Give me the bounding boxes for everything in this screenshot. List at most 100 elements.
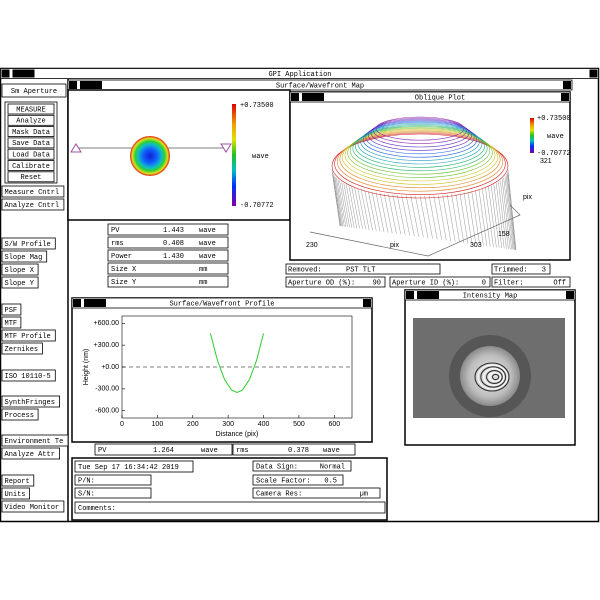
stat-label: rms (236, 447, 249, 455)
wall-line (467, 191, 477, 245)
sidebar-button[interactable] (1, 342, 43, 355)
sidebar-button[interactable] (1, 395, 60, 408)
wall-line (503, 178, 512, 250)
wall-line (438, 195, 447, 241)
fringe (474, 362, 510, 392)
info-field (74, 487, 152, 499)
resize-box[interactable] (589, 69, 598, 78)
wall-line (442, 195, 452, 242)
y-tick-label: -300.00 (95, 386, 119, 393)
resize-box[interactable] (363, 299, 371, 307)
result-unit: mm (199, 266, 207, 274)
info-label: Comments: (78, 505, 116, 513)
action-button[interactable] (7, 137, 55, 149)
sidebar-button[interactable] (1, 500, 65, 513)
resize-box[interactable] (566, 291, 574, 299)
sidebar-label: SynthFringes (5, 399, 55, 407)
sidebar-button[interactable] (1, 369, 56, 382)
base-outline (309, 204, 521, 257)
close-box[interactable] (1, 69, 10, 78)
close-box[interactable] (291, 93, 299, 101)
sidebar-button[interactable] (1, 447, 60, 460)
sidebar-button[interactable] (1, 474, 35, 487)
sidebar-button[interactable] (1, 198, 65, 211)
stat-label: PV (98, 447, 107, 455)
app-title-bar (0, 68, 599, 79)
x-tick-label: 600 (328, 421, 340, 428)
resize-box[interactable] (561, 93, 569, 101)
scale-max: +0.73500 (537, 115, 571, 123)
wall-line (451, 194, 460, 243)
wall-line (388, 194, 397, 234)
sidebar-button[interactable] (1, 303, 22, 316)
sidebar-button[interactable] (1, 185, 65, 198)
y-tick-label: +300.00 (94, 342, 120, 349)
sidebar-button[interactable] (1, 487, 30, 500)
sidebar-label: Units (5, 491, 26, 499)
sidebar-label: Slope X (5, 267, 35, 275)
result-value: 1.443 (163, 227, 184, 235)
contour (331, 133, 509, 199)
contour (334, 132, 506, 195)
close-box[interactable] (73, 299, 81, 307)
wall-line (336, 177, 345, 227)
close-box[interactable] (406, 291, 414, 299)
resize-box[interactable] (563, 81, 571, 89)
sidebar-button[interactable] (1, 250, 48, 263)
action-button[interactable] (7, 103, 55, 115)
info-field (252, 487, 381, 499)
stat-unit: wave (323, 447, 340, 455)
info-date: Tue Sep 17 16:34:42 2019 (78, 464, 179, 472)
action-button[interactable] (7, 126, 55, 137)
x-tick-label: 100 (152, 421, 164, 428)
axis-label: pix (523, 194, 532, 201)
result-label: rms (111, 240, 124, 248)
setting-value: 90 (373, 279, 381, 287)
intensity-title-bar (404, 289, 576, 301)
result-field (107, 223, 229, 236)
map-title-bar (67, 79, 573, 91)
action-label: Reset (20, 174, 41, 182)
info-unit: µm (360, 490, 368, 498)
action-button[interactable] (7, 171, 55, 183)
scale-unit: wave (547, 133, 564, 141)
sidebar-button[interactable] (1, 329, 56, 342)
result-field (107, 275, 229, 288)
stat-value: 1.264 (153, 447, 174, 455)
wavefront-map (130, 136, 170, 176)
sidebar-button[interactable] (1, 263, 39, 276)
action-button[interactable] (7, 114, 55, 126)
wall-line (463, 192, 473, 245)
info-field (252, 460, 352, 472)
sidebar-button[interactable] (1, 237, 56, 250)
wall-line (481, 188, 491, 247)
info-field (74, 460, 194, 473)
sidebar-button[interactable] (1, 434, 69, 447)
close-box[interactable] (69, 81, 77, 89)
contour (360, 122, 480, 161)
wall-line (351, 186, 360, 229)
sidebar-button[interactable] (1, 408, 39, 421)
contour (375, 116, 465, 141)
action-button[interactable] (7, 160, 55, 171)
aperture-button[interactable] (1, 83, 67, 98)
y-tick-label: +600.00 (94, 320, 120, 327)
oblique-title-bar (289, 91, 571, 103)
sidebar-button[interactable] (1, 316, 22, 329)
wall-line (446, 194, 456, 242)
wall-line (419, 195, 429, 239)
logo: zygo (420, 292, 437, 300)
contour (342, 129, 498, 185)
result-unit: wave (199, 253, 216, 261)
wall-line (332, 174, 342, 227)
wall-line (428, 195, 438, 240)
sidebar-label: Video Monitor (5, 504, 60, 512)
action-button[interactable] (7, 148, 55, 160)
profile-title-bar-text: Surface/Wavefront Profile (169, 300, 274, 308)
result-unit: wave (199, 240, 216, 248)
wall-line (471, 190, 480, 246)
wall-line (341, 181, 350, 228)
sidebar-label: Measure Cntrl (5, 189, 60, 197)
x-tick-label: 0 (120, 421, 124, 428)
sidebar-button[interactable] (1, 276, 39, 289)
